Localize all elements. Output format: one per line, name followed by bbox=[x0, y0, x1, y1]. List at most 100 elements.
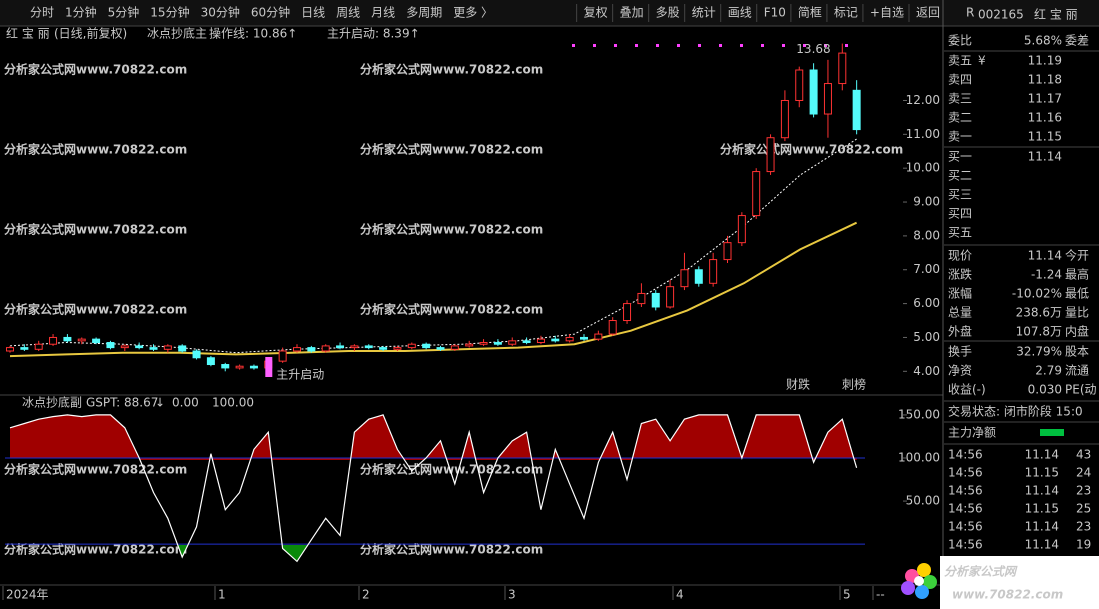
candle-body bbox=[307, 347, 316, 352]
period-tab[interactable]: 15分钟 bbox=[150, 5, 189, 20]
stat-label: 收益(-) bbox=[948, 383, 986, 397]
candle-body bbox=[34, 343, 43, 350]
period-tab[interactable]: 更多 〉 bbox=[453, 6, 493, 20]
x-tick-label: 5 bbox=[843, 588, 851, 602]
candle-body bbox=[637, 292, 646, 305]
signal-dot bbox=[635, 44, 638, 47]
period-tab[interactable]: 60分钟 bbox=[251, 5, 290, 20]
candle-body bbox=[92, 338, 101, 344]
x-tick-label: 2 bbox=[362, 588, 370, 602]
toolbar-button[interactable]: 返回 bbox=[916, 6, 940, 20]
row-label: 委比 bbox=[948, 34, 972, 48]
watermark: 分析家公式网www.70822.com bbox=[4, 62, 187, 77]
signal-dot bbox=[761, 44, 764, 47]
period-tab[interactable]: 多周期 bbox=[406, 6, 442, 20]
toolbar-button[interactable]: F10 bbox=[764, 6, 786, 20]
trade-volume: 24 bbox=[1076, 466, 1091, 480]
candle-body bbox=[293, 347, 301, 352]
signal-dot bbox=[824, 44, 827, 47]
trade-time: 14:56 bbox=[948, 538, 983, 552]
badge: 刺榜 bbox=[842, 377, 866, 392]
toolbar-button[interactable]: 简框 bbox=[798, 6, 822, 20]
stat-label: 现价 bbox=[948, 249, 972, 263]
candle-body bbox=[77, 338, 86, 342]
signal-bar bbox=[265, 357, 273, 377]
candle-body bbox=[780, 99, 789, 139]
x-tick-label: 1 bbox=[218, 588, 226, 602]
y-tick-label: 6.00 bbox=[913, 296, 940, 310]
stat-label: PE(动 bbox=[1065, 383, 1097, 397]
candle-body bbox=[178, 345, 187, 352]
toolbar-button[interactable]: 标记 bbox=[834, 6, 858, 20]
candle-body bbox=[766, 137, 775, 173]
toolbar-button[interactable]: 画线 bbox=[728, 6, 752, 20]
stat-label: 流通 bbox=[1065, 364, 1089, 378]
candle-body bbox=[278, 350, 287, 362]
candle-body bbox=[135, 345, 144, 349]
watermark: 分析家公式网www.70822.com bbox=[4, 302, 187, 317]
candle-body bbox=[522, 340, 531, 344]
stat-label: 今开 bbox=[1065, 248, 1089, 263]
trade-volume: 25 bbox=[1076, 502, 1091, 516]
toolbar-button[interactable]: +自选 bbox=[870, 6, 904, 20]
candle-body bbox=[823, 83, 832, 115]
watermark: 分析家公式网www.70822.com bbox=[360, 542, 543, 557]
candle-body bbox=[465, 343, 474, 347]
ma-line bbox=[9, 138, 857, 354]
candle-body bbox=[6, 347, 14, 352]
period-tab[interactable]: 月线 bbox=[371, 6, 395, 20]
candle-body bbox=[249, 365, 258, 369]
candle-body bbox=[580, 336, 588, 340]
trade-time: 14:56 bbox=[948, 484, 983, 498]
trade-price: 11.15 bbox=[1025, 502, 1059, 516]
toolbar-button[interactable]: 多股 bbox=[656, 6, 680, 20]
watermark: 分析家公式网www.70822.com bbox=[4, 542, 187, 557]
candle-body bbox=[508, 340, 517, 345]
y-tick-label: 8.00 bbox=[913, 228, 940, 242]
ask-label: 卖四 bbox=[948, 73, 972, 87]
toolbar-button[interactable]: 复权 bbox=[584, 6, 608, 20]
level-high: 100.00 bbox=[212, 396, 254, 410]
stat-label: 量比 bbox=[1065, 306, 1089, 320]
below-area bbox=[177, 545, 308, 562]
trade-volume: 43 bbox=[1076, 448, 1091, 462]
candle-body bbox=[623, 303, 632, 322]
gspt-arrow: ↓ bbox=[155, 396, 165, 410]
toolbar-button[interactable]: 统计 bbox=[692, 6, 716, 20]
candle-body bbox=[422, 343, 431, 349]
above-area bbox=[10, 414, 857, 460]
candle-body bbox=[149, 347, 158, 350]
flow-label: 主力净额 bbox=[948, 426, 996, 440]
signal-dot bbox=[719, 44, 722, 47]
candle-body bbox=[407, 343, 416, 349]
line2-value: 主升启动: 8.39↑ bbox=[327, 27, 420, 41]
logo-bg bbox=[940, 556, 1099, 609]
row-label: 委差 bbox=[1065, 34, 1089, 48]
stat-value: 32.79% bbox=[1016, 345, 1062, 359]
period-tab[interactable]: 日线 bbox=[301, 6, 325, 20]
trade-time: 14:56 bbox=[948, 502, 983, 516]
toolbar-button[interactable]: 叠加 bbox=[620, 6, 644, 20]
bid-label: 买四 bbox=[948, 207, 972, 221]
stat-label: 净资 bbox=[948, 364, 972, 378]
signal-dot bbox=[656, 44, 659, 47]
period-tab[interactable]: 30分钟 bbox=[201, 5, 240, 20]
period-tab[interactable]: 5分钟 bbox=[108, 5, 140, 20]
bid-label: 买三 bbox=[948, 188, 972, 202]
ask-label: 卖一 bbox=[948, 130, 972, 144]
candle-body bbox=[364, 345, 373, 349]
period-tab[interactable]: 周线 bbox=[336, 6, 360, 20]
x-tick-label: 4 bbox=[676, 588, 684, 602]
signal-dot bbox=[614, 44, 617, 47]
watermark: 分析家公式网www.70822.com bbox=[360, 62, 543, 77]
signal-dot bbox=[593, 44, 596, 47]
period-tab[interactable]: 1分钟 bbox=[65, 5, 97, 20]
candle-body bbox=[206, 357, 215, 366]
candle-body bbox=[63, 336, 72, 342]
trade-price: 11.15 bbox=[1025, 466, 1059, 480]
period-tab[interactable]: 分时 bbox=[30, 6, 54, 20]
ask-label: 卖五 bbox=[948, 54, 972, 68]
signal-dot bbox=[740, 44, 743, 47]
candle-body bbox=[565, 336, 574, 342]
indicator-name: 冰点抄底副 bbox=[22, 395, 82, 410]
